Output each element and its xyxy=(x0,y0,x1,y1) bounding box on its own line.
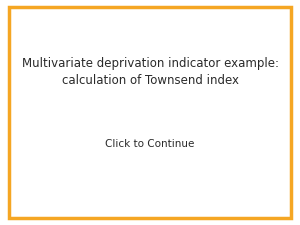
Text: Click to Continue: Click to Continue xyxy=(105,139,195,149)
Text: Multivariate deprivation indicator example:
calculation of Townsend index: Multivariate deprivation indicator examp… xyxy=(22,56,278,88)
